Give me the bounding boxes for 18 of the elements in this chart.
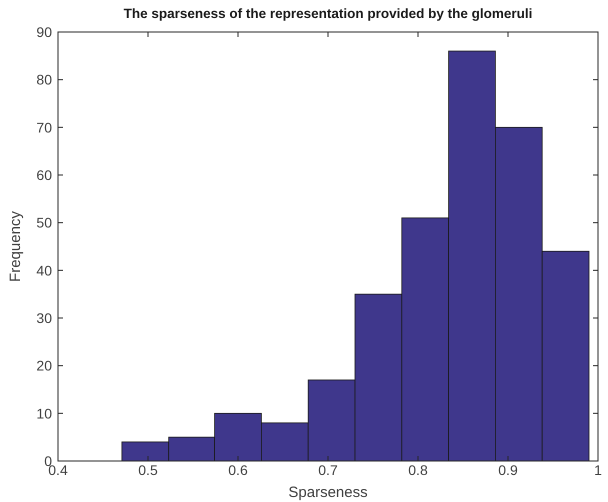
x-tick-label: 0.7: [318, 462, 338, 478]
y-tick-label: 80: [36, 72, 52, 88]
y-tick-label: 30: [36, 310, 52, 326]
x-tick-label: 1: [594, 462, 602, 478]
y-axis-title: Frequency: [7, 210, 24, 282]
x-tick-label: 0.8: [408, 462, 428, 478]
y-tick-label: 40: [36, 262, 52, 278]
x-tick-label: 0.9: [498, 462, 518, 478]
y-tick-label: 60: [36, 167, 52, 183]
y-tick-label: 20: [36, 358, 52, 374]
x-tick-label: 0.5: [138, 462, 158, 478]
chart-title: The sparseness of the representation provided by the glomeruli: [124, 6, 532, 21]
y-tick-label: 10: [36, 405, 52, 422]
y-tick-label: 90: [36, 24, 52, 40]
y-tick-label: 50: [36, 214, 52, 231]
y-tick-label: 70: [36, 119, 52, 136]
x-tick-label: 0.6: [228, 462, 248, 478]
x-axis-title: Sparseness: [288, 484, 368, 501]
